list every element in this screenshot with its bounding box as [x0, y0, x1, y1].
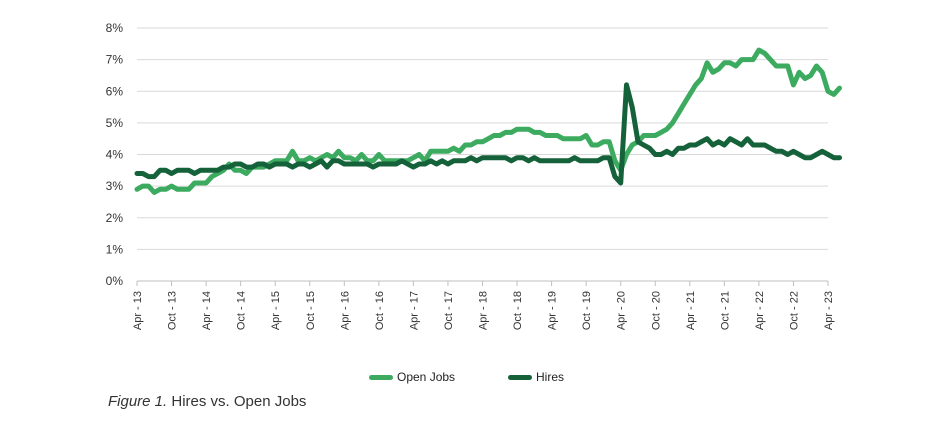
x-tick-label: Apr - 23 [823, 291, 835, 330]
x-tick-label: Oct - 19 [581, 291, 593, 330]
series-line-hires [134, 82, 842, 186]
x-tick-label: Apr - 15 [270, 291, 282, 330]
y-tick-label: 6% [106, 84, 124, 98]
legend-label-open-jobs: Open Jobs [397, 370, 456, 384]
x-tick-label: Oct - 21 [719, 291, 731, 330]
x-tick-label: Oct - 14 [236, 291, 248, 330]
legend-swatch-open-jobs [369, 374, 393, 380]
x-tick-label: Apr - 17 [408, 291, 420, 330]
x-tick-label: Oct - 16 [374, 291, 386, 330]
figure-caption: Figure 1. Hires vs. Open Jobs [108, 393, 306, 410]
x-tick-label: Oct - 22 [788, 291, 800, 330]
series-lines [134, 47, 842, 195]
x-tick-label: Apr - 19 [547, 291, 559, 330]
y-tick-label: 4% [106, 148, 124, 162]
x-tick-label: Apr - 22 [754, 291, 766, 330]
y-tick-label: 0% [106, 274, 124, 288]
x-tick-label: Oct - 18 [512, 291, 524, 330]
y-tick-label: 3% [106, 179, 124, 193]
series-line-open-jobs [134, 47, 842, 195]
x-tick-label: Apr - 20 [616, 291, 628, 330]
x-tick-label: Oct - 17 [443, 291, 455, 330]
y-tick-label: 1% [106, 242, 124, 256]
y-tick-label: 5% [106, 116, 124, 130]
legend-label-hires: Hires [536, 370, 565, 384]
x-axis-tick-labels: Apr - 13 Oct - 13 Apr - 14 Oct - 14 Apr - 15… [132, 281, 835, 330]
x-tick-label: Apr - 18 [478, 291, 490, 330]
x-tick-label: Oct - 13 [167, 291, 179, 330]
x-tick-label: Apr - 16 [339, 291, 351, 330]
x-tick-label: Apr - 14 [201, 291, 213, 330]
y-tick-label: 2% [106, 211, 124, 225]
legend-item-hires: Hires [508, 370, 564, 384]
legend-swatch-hires [508, 374, 532, 380]
x-tick-label: Oct - 20 [650, 291, 662, 330]
y-tick-label: 7% [106, 53, 124, 67]
figure-label: Figure 1. [108, 393, 168, 410]
x-tick-label: Apr - 13 [132, 291, 144, 330]
figure-title: Hires vs. Open Jobs [171, 393, 307, 410]
legend-item-open-jobs: Open Jobs [369, 370, 455, 384]
x-tick-label: Apr - 21 [685, 291, 697, 330]
y-tick-label: 8% [106, 21, 124, 35]
x-tick-label: Oct - 15 [305, 291, 317, 330]
grid-lines [137, 27, 828, 250]
y-axis-tick-labels: 0% 1% 2% 3% 4% 5% 6% 7% 8% [106, 21, 124, 288]
